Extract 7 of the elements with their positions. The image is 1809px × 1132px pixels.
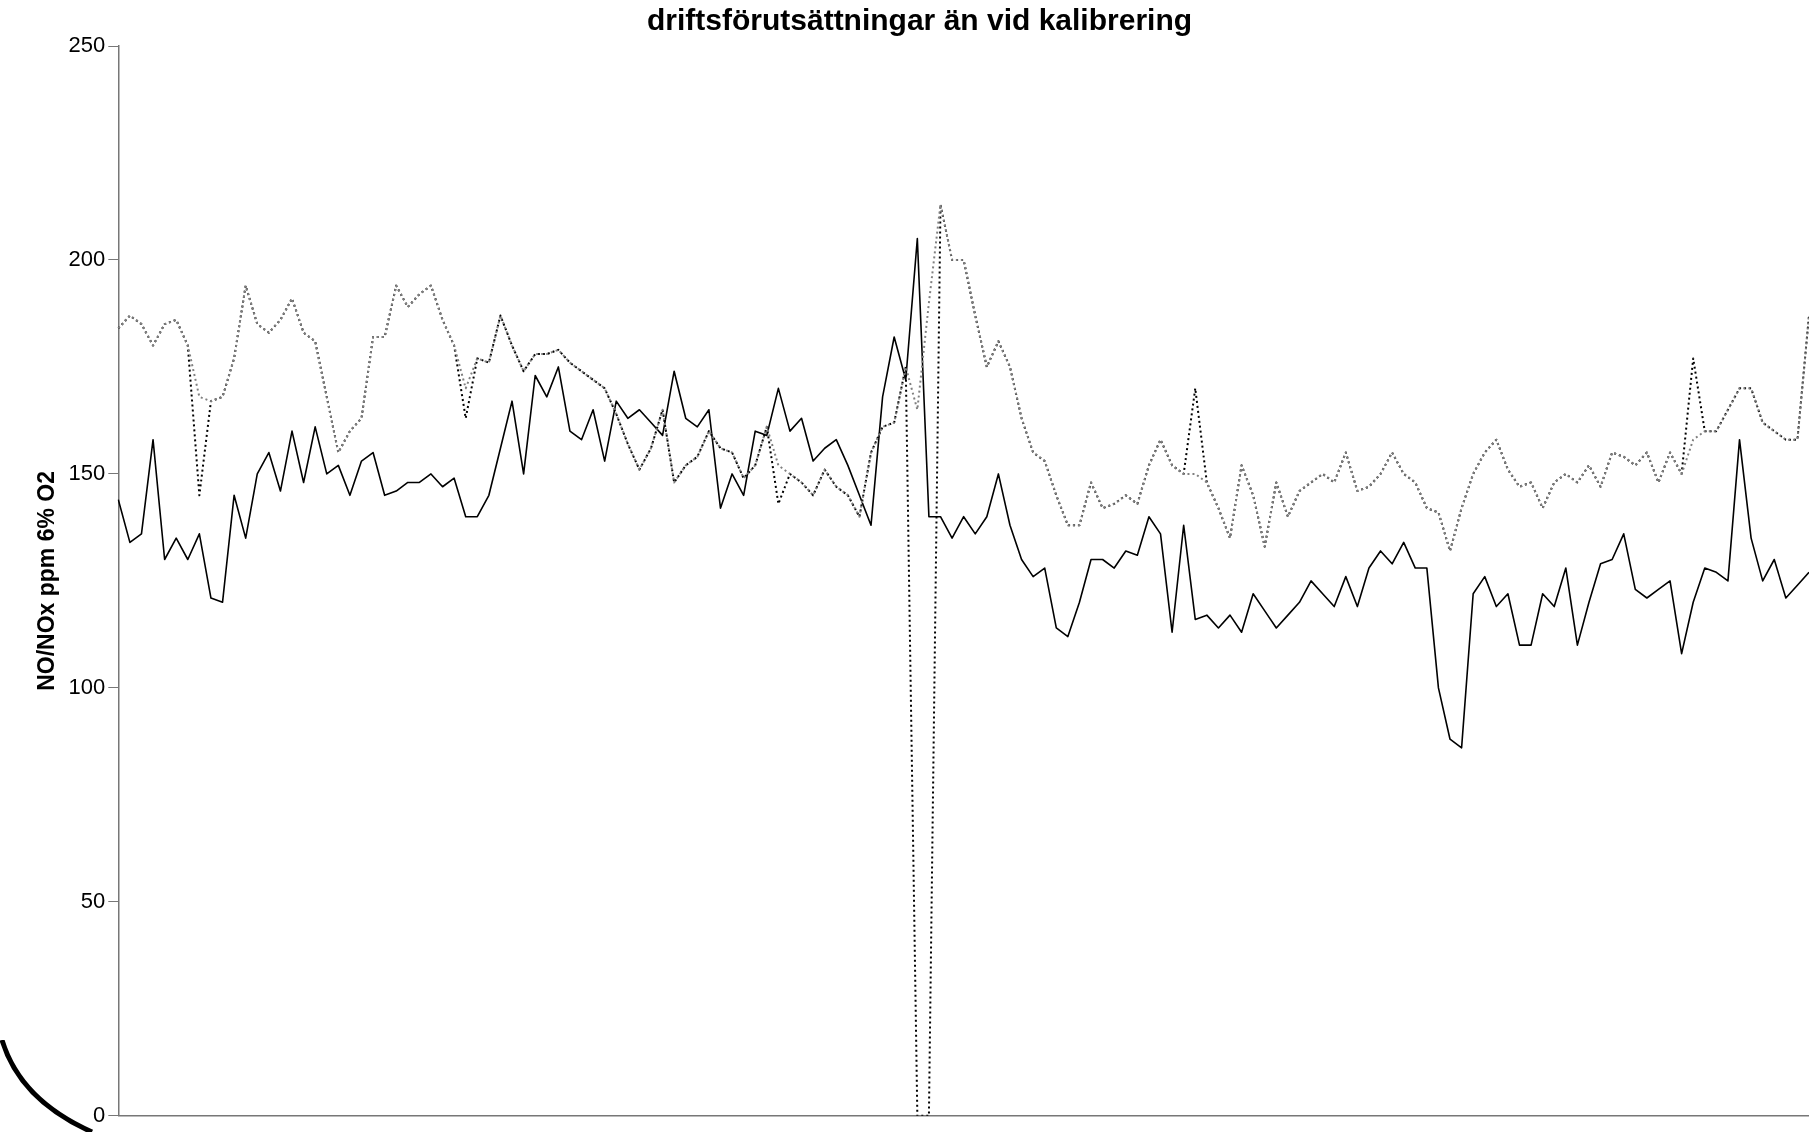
y-tick-label: 100	[68, 673, 106, 699]
y-tick-label: 150	[68, 459, 106, 485]
y-tick-label: 50	[80, 887, 106, 913]
y-tick-label: 200	[68, 246, 106, 272]
chart-title: driftsförutsättningar än vid kalibrering	[646, 3, 1193, 37]
y-axis-title: NO/NOx ppm 6% O2	[33, 470, 60, 691]
y-tick-label: 250	[68, 32, 106, 58]
